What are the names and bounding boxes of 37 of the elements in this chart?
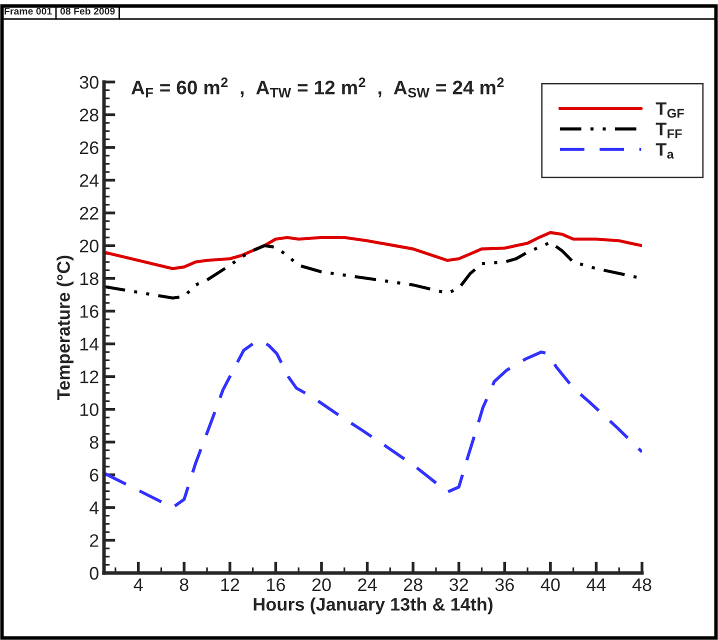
- y-tick-label: 18: [80, 272, 98, 286]
- y-tick-label: 22: [80, 206, 98, 220]
- y-tick-label: 16: [80, 305, 98, 318]
- y-tick-label: 26: [80, 141, 98, 154]
- y-tick-label: 8: [90, 436, 98, 449]
- text: 08 Feb 2009: [60, 7, 115, 15]
- y-tick-label: 4: [90, 502, 99, 514]
- x-axis-title: Hours (January 13th & 14th): [254, 597, 493, 614]
- legend-label: T$_{a}$: [656, 143, 674, 159]
- y-tick-label: 12: [80, 370, 98, 384]
- chart-title: A$_{F}$ = 60 m$^{2}$ , A$_{TW}$ = 12 m$^{2}$ , A$_{SW}$ = 24 m$^{2}$: [131, 78, 504, 98]
- y-axis-title: Temperature (°C): [56, 256, 74, 400]
- x-tick-label: 44: [586, 578, 606, 591]
- legend-label: T$_{FF}$: [656, 122, 682, 138]
- y-tick-label: 10: [80, 403, 98, 416]
- y-tick-label: 2: [90, 534, 98, 547]
- legend-label: T$_{GF}$: [656, 102, 684, 118]
- x-tick-label: 16: [267, 578, 285, 592]
- x-tick-label: 40: [540, 578, 560, 592]
- x-tick-label: 28: [404, 578, 422, 592]
- y-tick-label: 24: [80, 174, 99, 187]
- y-tick-label: 20: [80, 240, 98, 252]
- y-tick-label: 0: [90, 566, 98, 580]
- x-tick-label: 4: [134, 578, 143, 591]
- y-tick-label: 6: [90, 468, 98, 482]
- y-tick-label: 30: [80, 76, 98, 89]
- x-tick-label: 36: [495, 578, 514, 592]
- x-tick-label: 32: [450, 578, 468, 592]
- y-tick-label: 28: [80, 108, 98, 122]
- x-tick-label: 24: [358, 578, 377, 591]
- x-tick-label: 48: [632, 578, 652, 592]
- x-tick-label: 12: [221, 578, 240, 591]
- x-tick-label: 8: [180, 578, 188, 592]
- text: Frame 001: [4, 8, 52, 15]
- x-tick-label: 20: [312, 578, 331, 592]
- y-tick-label: 14: [80, 338, 99, 350]
- line-series: [104, 231, 642, 270]
